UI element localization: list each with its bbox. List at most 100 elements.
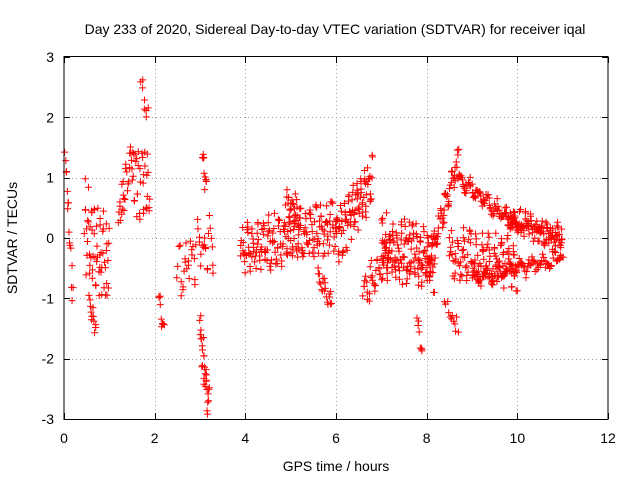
data-point [303, 228, 311, 236]
data-point [275, 216, 283, 224]
data-point [350, 223, 358, 231]
data-point [295, 214, 303, 222]
data-point [468, 259, 476, 267]
data-point [448, 168, 456, 176]
data-point [200, 169, 208, 177]
data-point [209, 269, 217, 277]
data-point [445, 309, 453, 317]
data-point [328, 299, 336, 307]
data-point [120, 195, 128, 203]
data-point [367, 195, 375, 203]
plot-frame [63, 56, 609, 420]
data-point [263, 246, 271, 254]
data-point [205, 211, 213, 219]
data-point [237, 252, 245, 260]
data-point [477, 282, 485, 290]
data-point [480, 196, 488, 204]
data-point [156, 301, 164, 309]
data-point [453, 146, 461, 154]
data-point [102, 220, 110, 228]
data-point [91, 329, 99, 337]
data-point [319, 240, 327, 248]
data-point [540, 230, 548, 238]
data-point [200, 333, 208, 341]
data-point [325, 241, 333, 249]
data-point [315, 270, 323, 278]
data-point [523, 268, 531, 276]
data-point [197, 326, 205, 334]
data-point [416, 256, 424, 264]
data-point [267, 259, 275, 267]
data-point [317, 280, 325, 288]
data-point [414, 255, 422, 263]
data-point [370, 280, 378, 288]
data-point [266, 262, 274, 270]
data-point [472, 230, 480, 238]
data-point [398, 259, 406, 267]
data-point [321, 284, 329, 292]
data-point [391, 257, 399, 265]
data-point [411, 270, 419, 278]
data-point [314, 249, 322, 257]
data-point [281, 222, 289, 230]
data-point [359, 292, 367, 300]
data-point [418, 282, 426, 290]
data-point [202, 245, 210, 253]
data-point [246, 262, 254, 270]
data-point [531, 234, 539, 242]
data-point [453, 313, 461, 321]
data-point [496, 264, 504, 272]
data-point [500, 272, 508, 280]
data-point [558, 225, 566, 233]
data-point [480, 267, 488, 275]
data-point [199, 150, 207, 158]
data-point [128, 156, 136, 164]
data-point [326, 228, 334, 236]
data-point [348, 196, 356, 204]
data-point [381, 244, 389, 252]
data-point [252, 265, 260, 273]
data-point [379, 214, 387, 222]
data-point [415, 248, 423, 256]
data-point [513, 269, 521, 277]
data-point [89, 304, 97, 312]
data-point [306, 206, 314, 214]
data-point [366, 290, 374, 298]
y-axis-label: SDTVAR / TECUs [4, 182, 20, 294]
data-point [202, 366, 210, 374]
data-point [493, 195, 501, 203]
data-point [121, 195, 129, 203]
data-point [550, 247, 558, 255]
data-point [353, 186, 361, 194]
data-point [397, 221, 405, 229]
data-point [401, 222, 409, 230]
data-point [203, 264, 211, 272]
data-point [558, 235, 566, 243]
data-point [405, 259, 413, 267]
data-point [414, 322, 422, 330]
data-point [289, 200, 297, 208]
data-point [203, 410, 211, 418]
data-point [341, 211, 349, 219]
data-point [528, 253, 536, 261]
data-point [440, 218, 448, 226]
data-point [177, 278, 185, 286]
data-point [495, 257, 503, 265]
data-point [452, 158, 460, 166]
data-point [259, 230, 267, 238]
data-point [267, 256, 275, 264]
x-tick-label: 10 [510, 430, 526, 446]
data-point [253, 229, 261, 237]
data-point [205, 384, 213, 392]
data-point [289, 252, 297, 260]
data-point [456, 276, 464, 284]
data-point [286, 206, 294, 214]
data-point [82, 206, 90, 214]
data-point [338, 229, 346, 237]
data-point [525, 256, 533, 264]
data-point [521, 209, 529, 217]
data-point [285, 214, 293, 222]
data-point [156, 292, 164, 300]
data-point [254, 236, 262, 244]
data-point [479, 246, 487, 254]
